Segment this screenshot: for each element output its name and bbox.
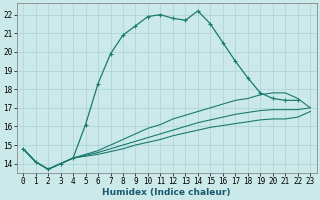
X-axis label: Humidex (Indice chaleur): Humidex (Indice chaleur) (102, 188, 231, 197)
